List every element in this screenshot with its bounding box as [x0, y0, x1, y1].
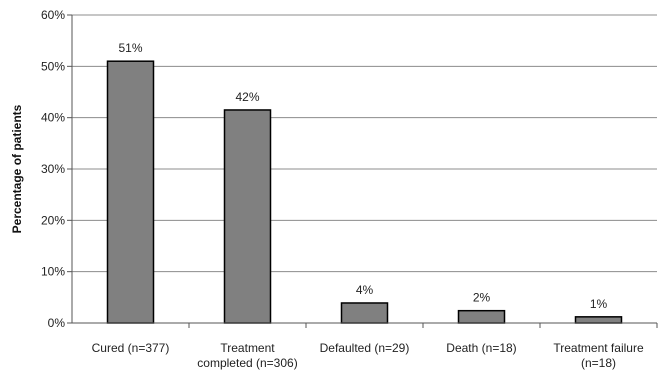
bar — [574, 316, 623, 324]
x-category-label: (n=18) — [581, 356, 616, 370]
y-tick-label: 50% — [41, 59, 65, 73]
data-label: 51% — [118, 41, 142, 55]
y-tick-label: 60% — [41, 8, 65, 22]
x-category-label: Death (n=18) — [446, 341, 516, 355]
x-category-label: Defaulted (n=29) — [320, 341, 410, 355]
y-tick-label: 40% — [41, 111, 65, 125]
y-tick-label: 0% — [48, 316, 66, 330]
gridlines — [72, 14, 657, 273]
bar — [457, 309, 506, 324]
data-label: 2% — [473, 291, 491, 305]
bar — [106, 60, 155, 324]
y-tick-label: 20% — [41, 213, 65, 227]
bar — [223, 109, 272, 324]
y-tick-label: 30% — [41, 162, 65, 176]
x-category-label: Treatment — [220, 341, 275, 355]
data-label: 1% — [590, 297, 608, 311]
data-labels: 51% 42% 4% 2% 1% — [118, 41, 607, 311]
y-tick-label: 10% — [41, 265, 65, 279]
y-axis-title: Percentage of patients — [10, 104, 24, 233]
y-axis-ticks: 0% 10% 20% 30% 40% 50% 60% — [41, 8, 72, 330]
x-category-label: Treatment failure — [553, 341, 644, 355]
x-category-label: completed (n=306) — [197, 356, 297, 370]
bar — [340, 302, 389, 324]
data-label: 4% — [356, 283, 374, 297]
x-category-label: Cured (n=377) — [92, 341, 170, 355]
bars — [106, 60, 623, 324]
data-label: 42% — [235, 90, 259, 104]
